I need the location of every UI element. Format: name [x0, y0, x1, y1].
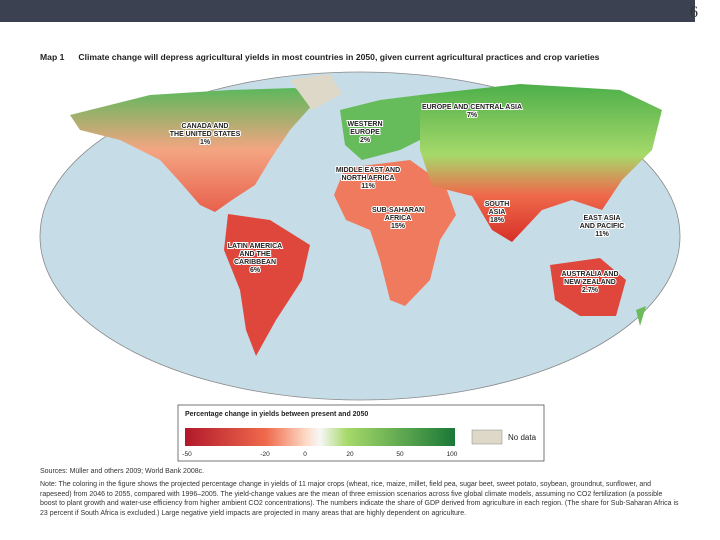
legend-tick-label: 100	[447, 451, 458, 458]
region-name: EUROPE	[350, 129, 380, 136]
region-name: EUROPE AND CENTRAL ASIA	[422, 104, 522, 111]
legend-tick-label: -50	[182, 451, 192, 458]
map-title: Map 1 Climate change will depress agricul…	[40, 52, 613, 62]
region-name: CANADA AND	[182, 123, 229, 130]
legend-title: Percentage change in yields between pres…	[185, 411, 368, 418]
region-name: WESTERN	[348, 121, 383, 128]
region-name: AUSTRALIA AND	[561, 271, 618, 278]
south-america	[224, 214, 310, 356]
australia	[550, 258, 626, 316]
region-name: AND PACIFIC	[580, 223, 625, 230]
legend-scale	[185, 428, 455, 446]
legend-tick-label: 50	[396, 451, 404, 458]
no-data-label: No data	[508, 433, 537, 442]
europe	[340, 95, 430, 160]
new-zealand	[636, 306, 646, 326]
legend-tick-label: 0	[303, 451, 307, 458]
region-share: 18%	[490, 217, 505, 224]
region-share: 7%	[467, 112, 478, 119]
region-name: AND THE	[239, 251, 270, 258]
region-name: AFRICA	[385, 215, 411, 222]
no-data-swatch	[471, 429, 503, 445]
note: Note: The coloring in the figure shows t…	[40, 481, 679, 517]
region-share: 2%	[360, 137, 371, 144]
region-share: 15%	[391, 223, 406, 230]
north-america	[70, 88, 315, 212]
legend-tick-label: 20	[346, 451, 354, 458]
title-text: Climate change will depress agricultural…	[78, 52, 600, 62]
africa	[334, 160, 456, 306]
region-name: NEW ZEALAND	[564, 279, 616, 286]
region-name: EAST ASIA	[583, 215, 620, 222]
region-name: THE UNITED STATES	[170, 131, 241, 138]
region-name: SUB-SAHARAN	[372, 207, 424, 214]
region-share: 11%	[595, 231, 609, 238]
region-share: 11%	[361, 183, 375, 190]
region-share: 6%	[250, 267, 261, 274]
map-label: Map 1	[40, 52, 65, 62]
asia	[420, 84, 662, 242]
sources: Sources: Müller and others 2009; World B…	[40, 468, 205, 475]
region-name: SOUTH	[485, 201, 510, 208]
region-name: MIDDLE EAST AND	[336, 167, 400, 174]
legend-ticks: -50 -20 0 20 50 100	[182, 451, 458, 458]
region-name: ASIA	[489, 209, 506, 216]
region-share: 2.7%	[582, 287, 599, 294]
region-name: NORTH AFRICA	[341, 175, 394, 182]
region-share: 1%	[200, 139, 211, 146]
region-name: CARIBBEAN	[234, 259, 276, 266]
greenland	[290, 74, 342, 110]
page-number: 6	[690, 4, 698, 21]
region-name: LATIN AMERICA	[228, 243, 282, 250]
legend-tick-label: -20	[260, 451, 270, 458]
top-bar	[0, 0, 695, 22]
